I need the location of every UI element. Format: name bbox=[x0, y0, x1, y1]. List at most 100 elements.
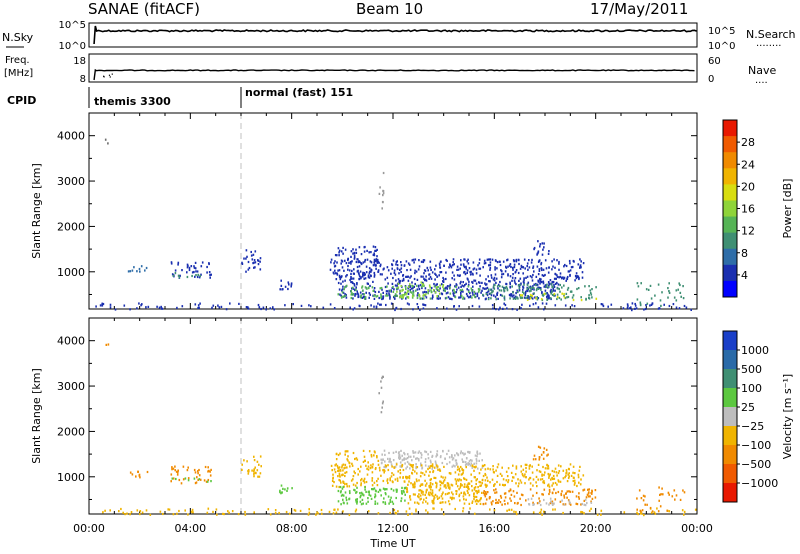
data-cell bbox=[387, 282, 389, 285]
data-cell bbox=[409, 276, 411, 279]
data-cell bbox=[402, 489, 405, 493]
data-cell bbox=[555, 471, 558, 474]
data-cell bbox=[478, 258, 481, 261]
data-cell bbox=[422, 259, 425, 262]
data-cell bbox=[250, 250, 252, 254]
data-cell bbox=[402, 294, 405, 297]
data-cell bbox=[475, 459, 478, 462]
data-cell bbox=[374, 493, 377, 496]
data-cell bbox=[548, 490, 551, 493]
data-cell bbox=[415, 467, 417, 470]
date-title: 17/May/2011 bbox=[590, 0, 689, 18]
data-cell bbox=[537, 445, 540, 448]
data-cell bbox=[366, 473, 369, 476]
data-cell bbox=[496, 474, 499, 477]
data-cell bbox=[430, 268, 432, 271]
data-cell bbox=[180, 482, 183, 485]
data-cell bbox=[399, 290, 402, 293]
data-cell bbox=[462, 290, 464, 293]
data-cell bbox=[529, 304, 531, 307]
data-cell bbox=[444, 476, 447, 479]
data-cell bbox=[418, 295, 421, 298]
data-cell bbox=[542, 493, 544, 496]
data-cell bbox=[373, 481, 376, 484]
data-cell bbox=[675, 299, 678, 302]
data-cell bbox=[467, 487, 470, 490]
data-cell bbox=[424, 450, 426, 453]
data-cell bbox=[497, 287, 499, 290]
data-cell bbox=[414, 272, 416, 275]
data-cell bbox=[362, 502, 364, 505]
data-cell bbox=[661, 487, 663, 490]
data-cell bbox=[371, 286, 374, 289]
data-cell bbox=[333, 272, 335, 275]
data-cell bbox=[198, 468, 200, 472]
data-cell bbox=[531, 258, 533, 261]
data-cell bbox=[439, 501, 442, 504]
data-cell bbox=[228, 511, 230, 514]
data-cell bbox=[567, 286, 570, 290]
data-cell bbox=[253, 455, 255, 458]
data-cell bbox=[483, 259, 486, 262]
data-cell bbox=[505, 479, 508, 482]
data-cell bbox=[428, 494, 431, 497]
data-cell bbox=[458, 296, 460, 299]
data-cell bbox=[641, 512, 643, 515]
data-cell bbox=[515, 260, 518, 263]
data-cell bbox=[479, 481, 482, 484]
data-cell bbox=[494, 259, 497, 262]
data-cell bbox=[481, 464, 484, 467]
data-cell bbox=[391, 263, 394, 267]
data-cell bbox=[561, 490, 563, 493]
data-cell bbox=[186, 263, 189, 266]
data-cell bbox=[398, 451, 400, 454]
data-cell bbox=[483, 464, 486, 467]
data-cell bbox=[554, 289, 556, 292]
data-cell bbox=[331, 469, 333, 472]
data-cell bbox=[245, 249, 248, 252]
data-cell bbox=[588, 509, 591, 512]
data-cell bbox=[548, 282, 551, 285]
data-cell bbox=[439, 287, 441, 290]
data-cell bbox=[474, 454, 477, 457]
data-cell bbox=[462, 471, 464, 474]
cpid-segment: normal (fast) 151 bbox=[245, 86, 353, 99]
data-cell bbox=[356, 282, 358, 285]
data-cell bbox=[413, 277, 416, 281]
data-cell bbox=[452, 292, 454, 295]
data-cell bbox=[475, 499, 478, 502]
data-cell bbox=[537, 286, 539, 289]
data-cell bbox=[176, 512, 178, 515]
data-cell bbox=[429, 478, 432, 481]
data-cell bbox=[425, 293, 427, 296]
data-cell bbox=[489, 267, 492, 270]
data-cell bbox=[591, 490, 593, 493]
data-cell bbox=[526, 296, 529, 300]
data-cell bbox=[649, 284, 652, 287]
data-cell bbox=[683, 510, 686, 513]
data-cell bbox=[358, 273, 360, 276]
data-cell bbox=[205, 480, 208, 483]
data-cell bbox=[433, 285, 436, 288]
data-cell bbox=[578, 277, 580, 280]
data-cell bbox=[679, 291, 682, 294]
data-cell bbox=[436, 464, 438, 467]
data-cell bbox=[513, 510, 515, 513]
data-cell bbox=[427, 289, 429, 292]
data-cell bbox=[382, 171, 385, 175]
data-cell bbox=[471, 466, 474, 469]
data-cell bbox=[364, 277, 367, 280]
data-cell bbox=[347, 455, 349, 458]
data-cell bbox=[362, 449, 365, 452]
data-cell bbox=[99, 304, 102, 307]
data-cell bbox=[547, 484, 549, 487]
data-cell bbox=[398, 454, 400, 457]
data-cell bbox=[558, 262, 560, 265]
data-cell bbox=[551, 260, 553, 263]
data-cell bbox=[580, 299, 583, 302]
data-cell bbox=[678, 307, 681, 310]
data-cell bbox=[485, 492, 488, 496]
data-cell bbox=[572, 465, 575, 468]
data-cell bbox=[455, 482, 458, 485]
data-cell bbox=[377, 269, 380, 272]
